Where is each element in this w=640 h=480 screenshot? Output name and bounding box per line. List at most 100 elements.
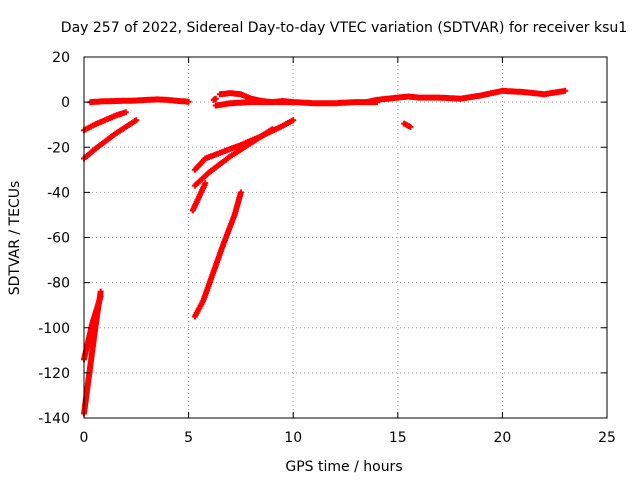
data-point: [87, 340, 90, 343]
x-tick-label: 10: [284, 430, 302, 446]
x-tick-label: 5: [184, 430, 193, 446]
data-point: [191, 209, 194, 212]
chart-title: Day 257 of 2022, Sidereal Day-to-day VTE…: [61, 20, 627, 36]
data-point: [187, 100, 190, 103]
series-markers: [191, 189, 244, 320]
data-point: [91, 349, 94, 352]
data-point: [250, 141, 253, 144]
y-tick-label: -80: [47, 276, 70, 292]
data-point: [89, 100, 92, 104]
data-point: [212, 270, 215, 273]
data-point: [233, 213, 236, 217]
data-point: [312, 102, 316, 105]
data-point: [114, 114, 117, 117]
data-point: [103, 140, 107, 143]
data-point: [239, 93, 243, 96]
data-point: [214, 97, 217, 100]
data-point: [239, 143, 243, 147]
y-tick-label: -120: [38, 366, 70, 382]
series-ramp-2: [81, 117, 140, 162]
data-point: [124, 99, 128, 103]
data-point: [135, 119, 138, 122]
data-point: [204, 157, 207, 160]
data-point: [95, 317, 98, 320]
data-point: [365, 100, 368, 104]
y-tick-label: -20: [47, 140, 70, 156]
data-point: [93, 123, 96, 126]
data-point: [166, 98, 169, 102]
y-axis-label: SDTVAR / TECUs: [7, 181, 23, 296]
y-tick-label: -40: [47, 185, 70, 201]
data-point: [212, 98, 215, 102]
series-markers: [210, 95, 219, 103]
x-tick-label: 0: [80, 430, 89, 446]
data-point: [229, 91, 232, 95]
data-point: [250, 100, 253, 104]
x-tick-label: 15: [389, 430, 407, 446]
series-ramp-5: [189, 180, 209, 214]
data-point: [114, 99, 117, 103]
series-markers: [81, 117, 140, 162]
data-point: [124, 111, 128, 114]
data-point: [193, 184, 197, 187]
data-point: [218, 93, 222, 96]
data-point: [501, 89, 504, 93]
series-short-segment-2: [401, 120, 414, 130]
data-point: [208, 170, 211, 174]
data-point: [114, 132, 117, 135]
series-arc-near-zero-4: [363, 87, 569, 106]
data-point: [99, 290, 102, 293]
data-point: [354, 100, 358, 104]
data-point: [229, 102, 232, 105]
data-point: [218, 151, 222, 155]
data-point: [438, 96, 441, 99]
y-tick-label: 20: [52, 50, 70, 66]
data-point: [99, 100, 102, 103]
data-point: [145, 98, 148, 102]
data-point: [564, 89, 567, 93]
y-tick-label: -60: [47, 231, 70, 247]
data-points: [81, 87, 569, 417]
data-point: [543, 93, 546, 96]
x-tick-label: 20: [493, 430, 511, 446]
series-ramp-6: [191, 189, 244, 320]
data-point: [417, 96, 420, 99]
data-point: [409, 125, 412, 129]
data-point: [87, 380, 90, 384]
x-axis-label: GPS time / hours: [285, 459, 402, 475]
series-markers: [87, 96, 192, 106]
data-point: [292, 100, 295, 104]
axis-ticks: 0 5 10 15 20 25 -140 -120 -100 -80 -60 -40 -20 0 20: [38, 50, 616, 446]
data-point: [124, 125, 128, 129]
data-point: [197, 195, 201, 199]
data-point: [204, 182, 207, 185]
series-ramp-1: [81, 109, 129, 134]
data-point: [396, 96, 399, 99]
series-ramp-4: [191, 126, 276, 189]
data-point: [375, 98, 379, 102]
data-point: [202, 299, 205, 302]
data-point: [333, 102, 337, 105]
data-point: [214, 104, 217, 107]
gridlines: [84, 57, 607, 418]
data-point: [193, 168, 197, 171]
data-point: [176, 99, 180, 103]
data-point: [223, 240, 226, 244]
y-tick-label: -140: [38, 411, 70, 427]
series-arc-near-zero-1: [87, 96, 192, 106]
series-markers: [212, 99, 380, 109]
data-point: [522, 90, 525, 94]
data-point: [271, 100, 274, 104]
series-markers: [401, 120, 414, 130]
data-point: [271, 128, 274, 131]
data-point: [156, 98, 159, 101]
y-tick-label: -100: [38, 321, 70, 337]
data-point: [193, 315, 197, 318]
data-point: [459, 97, 462, 100]
data-point: [402, 122, 406, 125]
series-markers: [363, 87, 569, 106]
y-tick-label: 0: [61, 95, 70, 111]
data-point: [229, 155, 232, 158]
data-point: [480, 94, 483, 97]
